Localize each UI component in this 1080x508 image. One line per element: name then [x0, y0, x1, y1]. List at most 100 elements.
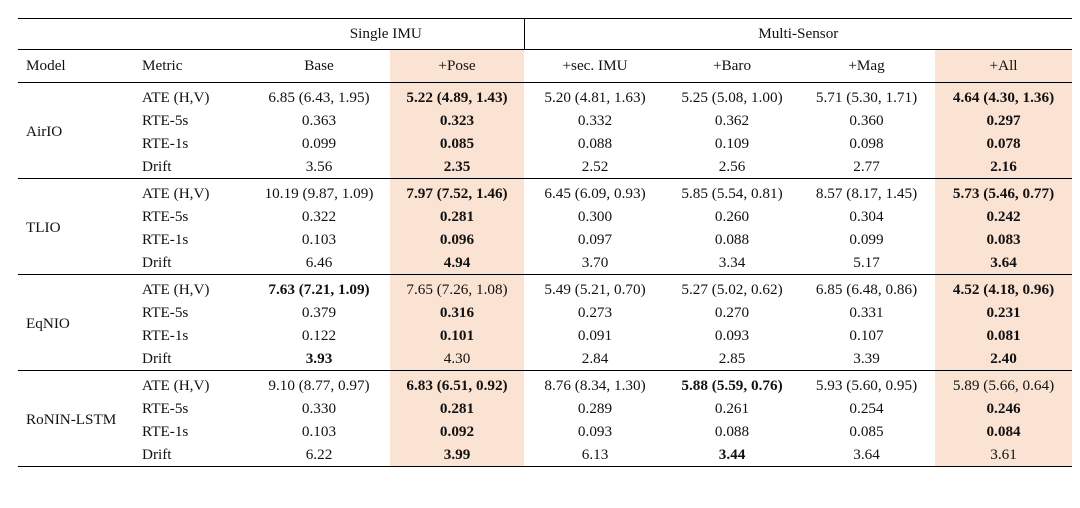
table-row: Drift 3.93 4.30 2.84 2.85 3.39 2.40: [18, 347, 1073, 371]
table-cell: 0.085: [849, 422, 884, 440]
column-header-all: +All: [935, 49, 1073, 83]
metric-label: RTE-1s: [142, 326, 189, 344]
table-cell: 6.22: [248, 443, 390, 467]
table-row: RTE-5s 0.363 0.323 0.332 0.362 0.360 0.297: [18, 109, 1073, 132]
metric-label: RTE-1s: [142, 230, 189, 248]
table-cell: 3.93: [305, 349, 333, 367]
table-cell: 0.088: [714, 422, 750, 440]
table-cell: 8.76 (8.34, 1.30): [524, 370, 667, 397]
table-row: EqNIO ATE (H,V) 7.63 (7.21, 1.09) 7.65 (7.2…: [18, 274, 1073, 371]
table-cell: 5.22 (4.89, 1.43): [390, 82, 525, 109]
table-cell: 0.096: [390, 228, 525, 251]
table-cell: 0.270: [714, 303, 750, 321]
table-cell: 5.20 (4.81, 1.63): [524, 82, 667, 109]
table-cell: 5.49 (5.21, 0.70): [524, 274, 667, 301]
table-cell: 0.093: [714, 326, 750, 344]
table-row: RTE-1s 0.122 0.101 0.091 0.093 0.107 0.081: [18, 324, 1073, 347]
table-cell: 0.093: [577, 422, 613, 440]
table-cell: 0.330: [301, 399, 337, 417]
table-cell: 0.101: [390, 324, 525, 347]
metric-label: Drift: [142, 157, 172, 175]
table-cell: 3.34: [718, 253, 746, 271]
table-cell: 0.300: [577, 207, 613, 225]
table-cell: 3.64: [798, 443, 936, 467]
table-cell: 5.71 (5.30, 1.71): [798, 82, 936, 109]
model-name: TLIO: [18, 178, 140, 275]
table-row: Drift 6.22 3.99 6.13 3.44 3.64 3.61: [18, 443, 1073, 467]
table-cell: 0.316: [390, 301, 525, 324]
metric-label: RTE-5s: [142, 111, 189, 129]
column-header-sec-imu: +sec. IMU: [524, 49, 667, 83]
metric-label: Drift: [142, 349, 172, 367]
table-cell: 6.85 (6.48, 0.86): [798, 274, 936, 301]
metric-label: RTE-1s: [142, 422, 189, 440]
table-cell: 3.61: [935, 443, 1073, 467]
table-cell: 0.103: [301, 422, 337, 440]
column-header-base: Base: [248, 49, 390, 83]
table-cell: 5.73 (5.46, 0.77): [935, 178, 1073, 205]
table-cell: 0.078: [935, 132, 1073, 155]
column-header-baro: +Baro: [666, 49, 799, 83]
table-cell: 5.27 (5.02, 0.62): [666, 274, 799, 301]
group-header-row: Single IMU Multi-Sensor: [18, 18, 1073, 50]
table-row: RTE-1s 0.103 0.092 0.093 0.088 0.085 0.084: [18, 420, 1073, 443]
table-cell: 2.16: [935, 155, 1073, 179]
table-cell: 2.52: [581, 157, 609, 175]
column-header-model: Model: [18, 49, 140, 83]
table-cell: 2.85: [718, 349, 746, 367]
table-cell: 0.304: [849, 207, 884, 225]
table-cell: 0.363: [301, 111, 337, 129]
table-cell: 0.088: [577, 134, 613, 152]
table-body: AirIO ATE (H,V) 6.85 (6.43, 1.95) 5.22 (4.8…: [18, 82, 1073, 467]
column-header-mag: +Mag: [798, 49, 936, 83]
table-row: TLIO ATE (H,V) 10.19 (9.87, 1.09) 7.97 (7.5…: [18, 178, 1073, 275]
table-cell: 0.281: [390, 397, 525, 420]
table-row: RTE-1s 0.103 0.096 0.097 0.088 0.099 0.083: [18, 228, 1073, 251]
table-cell: 0.297: [935, 109, 1073, 132]
table-row: Drift 6.46 4.94 3.70 3.34 5.17 3.64: [18, 251, 1073, 275]
table-cell: 3.56: [305, 157, 333, 175]
table-cell: 0.281: [390, 205, 525, 228]
model-name: EqNIO: [18, 274, 140, 371]
table-cell: 6.46: [305, 253, 333, 271]
metric-label: Drift: [140, 443, 248, 467]
table-cell: 0.097: [577, 230, 613, 248]
table-row: RTE-5s 0.379 0.316 0.273 0.270 0.331 0.231: [18, 301, 1073, 324]
table-cell: 6.45 (6.09, 0.93): [524, 178, 667, 205]
results-table: Single IMU Multi-Sensor Model Metric Bas…: [18, 18, 1073, 467]
table-cell: 0.092: [390, 420, 525, 443]
metric-label: ATE (H,V): [140, 370, 248, 397]
table-cell: 4.52 (4.18, 0.96): [935, 274, 1073, 301]
table-cell: 5.89 (5.66, 0.64): [935, 370, 1073, 397]
table-cell: 5.17: [853, 253, 880, 271]
table-cell: 3.39: [853, 349, 880, 367]
table-cell: 4.94: [390, 251, 525, 275]
model-name: RoNIN-LSTM: [18, 370, 140, 467]
table-cell: 0.083: [935, 228, 1073, 251]
group-header-spacer: [18, 18, 248, 50]
table-cell: 0.323: [390, 109, 525, 132]
table-cell: 0.091: [577, 326, 613, 344]
table-cell: 0.322: [301, 207, 337, 225]
table-cell: 0.360: [849, 111, 884, 129]
table-cell: 5.93 (5.60, 0.95): [798, 370, 936, 397]
column-header-pose: +Pose: [390, 49, 525, 83]
table-row: RoNIN-LSTM ATE (H,V) 9.10 (8.77, 0.97) 6.83…: [18, 370, 1073, 467]
table-row: RTE-1s 0.099 0.085 0.088 0.109 0.098 0.078: [18, 132, 1073, 155]
group-header-single-imu: Single IMU: [248, 18, 525, 50]
table-cell: 0.081: [935, 324, 1073, 347]
table-cell: 3.70: [581, 253, 609, 271]
table-row: RTE-5s 0.330 0.281 0.289 0.261 0.254 0.246: [18, 397, 1073, 420]
metric-label: ATE (H,V): [140, 82, 248, 109]
table-cell: 0.246: [935, 397, 1073, 420]
table-cell: 0.260: [714, 207, 750, 225]
metric-label: Drift: [142, 253, 172, 271]
metric-label: RTE-5s: [142, 399, 189, 417]
table-cell: 0.273: [577, 303, 613, 321]
table-cell: 3.99: [390, 443, 525, 467]
table-cell: 2.77: [853, 157, 880, 175]
table-cell: 0.332: [577, 111, 613, 129]
table-cell: 0.088: [714, 230, 750, 248]
table-cell: 0.084: [935, 420, 1073, 443]
